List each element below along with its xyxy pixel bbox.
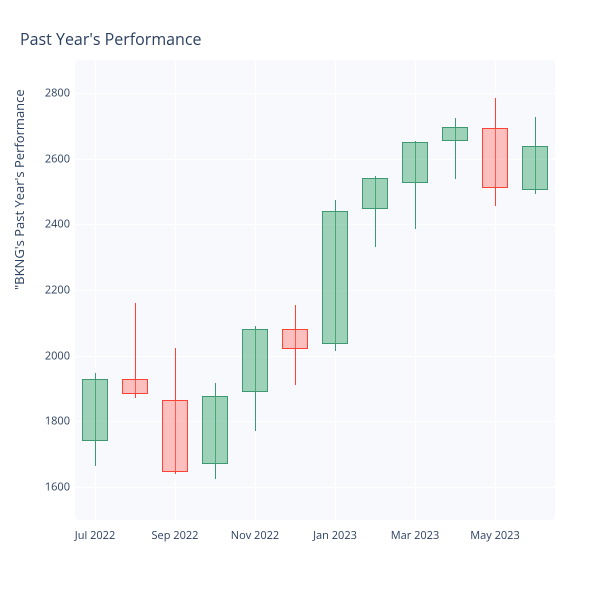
candle-body <box>322 211 348 344</box>
gridline-h <box>75 290 555 291</box>
candle-body <box>242 329 268 391</box>
candle-body <box>162 400 188 472</box>
x-tick-label: Jan 2023 <box>313 528 357 543</box>
candle-body <box>522 146 548 190</box>
gridline-h <box>75 93 555 94</box>
y-tick-label: 2200 <box>45 283 70 298</box>
candle-body <box>402 142 428 182</box>
candle-body <box>362 178 388 209</box>
y-tick-label: 1800 <box>45 414 70 429</box>
gridline-h <box>75 356 555 357</box>
chart-title: Past Year's Performance <box>20 28 202 50</box>
candle-body <box>122 379 148 394</box>
x-tick-label: May 2023 <box>470 528 520 543</box>
y-axis-label: "BKNG's Past Year's Performance <box>10 89 28 290</box>
gridline-v <box>415 60 416 520</box>
y-tick-label: 2400 <box>45 217 70 232</box>
y-tick-label: 2800 <box>45 85 70 100</box>
y-tick-label: 1600 <box>45 480 70 495</box>
x-tick-label: Nov 2022 <box>231 528 279 543</box>
candle-body <box>482 128 508 188</box>
candle-body <box>442 127 468 141</box>
x-tick-label: Jul 2022 <box>75 528 116 543</box>
x-tick-label: Mar 2023 <box>391 528 440 543</box>
candle-body <box>82 379 108 441</box>
plot-area <box>75 60 555 520</box>
gridline-h <box>75 487 555 488</box>
candle-body <box>282 329 308 349</box>
gridline-v <box>255 60 256 520</box>
y-tick-label: 2600 <box>45 151 70 166</box>
candle-body <box>202 396 228 464</box>
x-tick-label: Sep 2022 <box>152 528 199 543</box>
gridline-h <box>75 421 555 422</box>
y-tick-label: 2000 <box>45 348 70 363</box>
gridline-h <box>75 224 555 225</box>
